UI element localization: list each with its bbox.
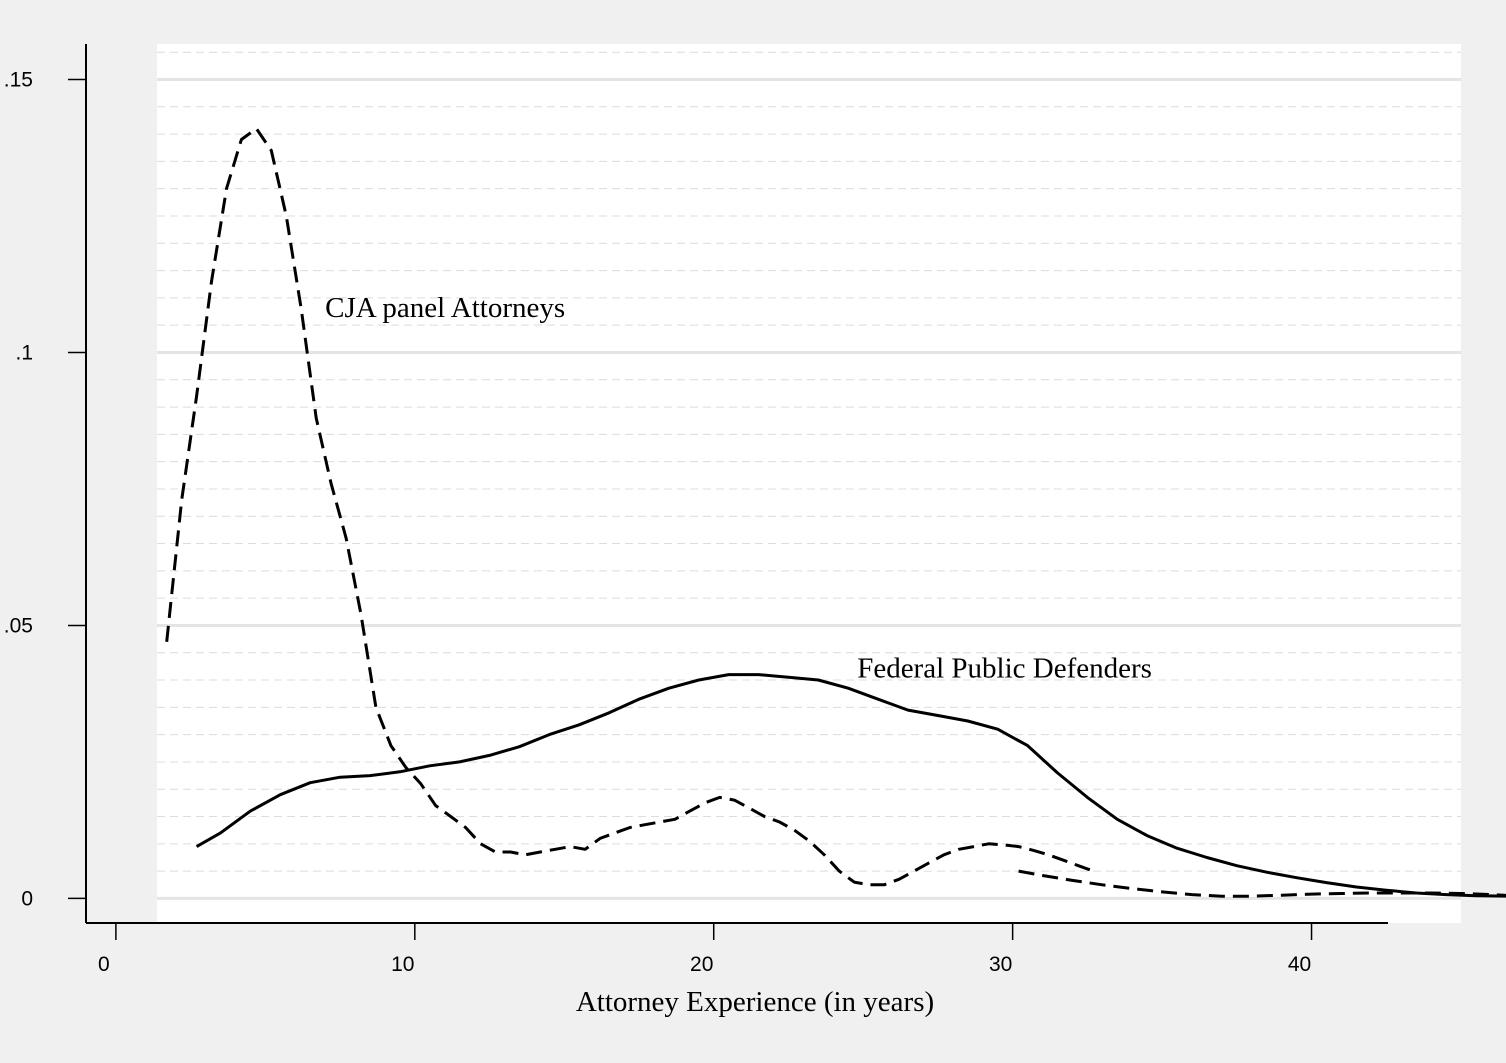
x-tick-label: 0 [98, 953, 110, 976]
federal-public-defenders-label: Federal Public Defenders [857, 652, 1152, 684]
x-tick-label: 40 [1288, 953, 1311, 976]
y-tick-label: .05 [4, 614, 33, 637]
y-tick-label: .1 [15, 341, 33, 364]
cja-panel-attorneys-line [165, 127, 1094, 887]
federal-public-defenders-line [195, 673, 1506, 898]
x-axis-title: Attorney Experience (in years) [576, 986, 934, 1018]
y-tick-label: .15 [4, 68, 33, 91]
x-tick-label: 10 [391, 953, 414, 976]
plot-area [157, 44, 1461, 923]
minor-grid [157, 51, 1461, 872]
cja-panel-attorneys-label: CJA panel Attorneys [325, 292, 565, 324]
y-tick-label: 0 [21, 887, 33, 910]
y-axis-ticks: 0 .05 .1 .15 [4, 68, 86, 910]
major-grid [157, 77, 1461, 900]
x-axis-ticks: 0 10 20 30 40 [98, 923, 1313, 976]
x-tick-label: 20 [690, 953, 713, 976]
x-tick-label: 30 [989, 953, 1012, 976]
series-layer [165, 127, 1506, 898]
